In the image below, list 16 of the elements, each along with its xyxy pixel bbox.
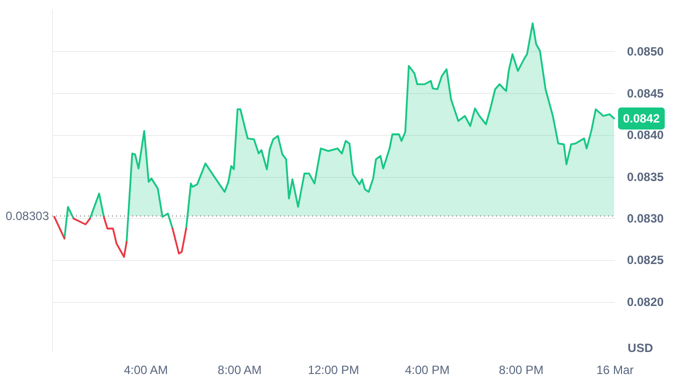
- x-tick-label: 8:00 PM: [498, 363, 544, 377]
- y-tick-label: 0.0835: [627, 170, 664, 184]
- y-tick-label: 0.0850: [627, 44, 664, 59]
- x-tick-label: 16 Mar: [596, 363, 634, 377]
- y-tick-label: 0.0820: [627, 294, 664, 309]
- x-tick-label: 12:00 PM: [308, 363, 360, 377]
- y-tick-label: 0.0840: [627, 128, 664, 142]
- x-tick-label: 8:00 AM: [218, 363, 262, 377]
- y-tick-label: 0.0830: [627, 212, 664, 226]
- y-tick-label: 0.0825: [627, 253, 664, 268]
- y-axis-title: USD: [628, 341, 654, 355]
- x-tick-label: 4:00 AM: [124, 363, 168, 377]
- x-tick-label: 4:00 PM: [404, 363, 450, 377]
- y-tick-label: 0.0845: [627, 86, 664, 100]
- ref-line-label: 0.08303: [6, 209, 50, 224]
- annotation: 0.0842: [623, 111, 660, 126]
